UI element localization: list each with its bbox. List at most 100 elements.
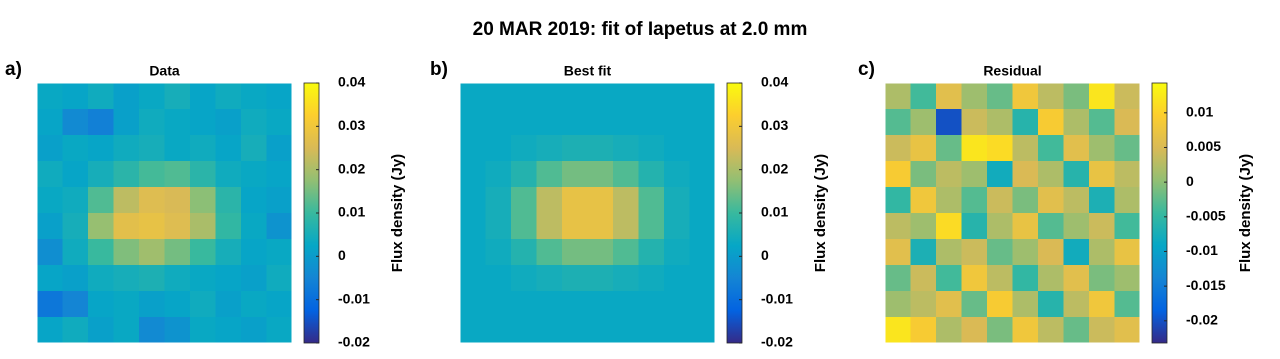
heatmap-cell — [1063, 239, 1090, 266]
heatmap-cell — [1114, 83, 1141, 110]
heatmap-cell — [62, 213, 89, 240]
heatmap-cell — [139, 83, 165, 110]
heatmap-cell — [1089, 161, 1115, 188]
heatmap-cell — [460, 317, 486, 344]
heatmap-cell — [1012, 239, 1039, 266]
heatmap-cell — [910, 135, 937, 162]
heatmap-cell — [485, 109, 512, 136]
heatmap-cell — [689, 187, 716, 214]
heatmap-cell — [638, 83, 665, 110]
heatmap-cell — [62, 317, 89, 344]
heatmap-cell — [164, 135, 191, 162]
heatmap-cell — [961, 291, 988, 318]
heatmap-cell — [139, 265, 165, 292]
heatmap-cell — [62, 187, 89, 214]
heatmap-cell — [37, 239, 63, 266]
heatmap-cell — [62, 83, 89, 110]
heatmap-cell — [1063, 109, 1090, 136]
heatmap-cell — [511, 83, 537, 110]
heatmap-cell — [536, 239, 563, 266]
heatmap-cell — [638, 265, 665, 292]
heatmap-cell — [1063, 187, 1090, 214]
heatmap-cell — [113, 213, 140, 240]
colorbar-tick-label: -0.01 — [338, 290, 370, 306]
heatmap-cell — [536, 187, 563, 214]
heatmap-cell — [961, 109, 988, 136]
heatmap-cell — [485, 213, 512, 240]
heatmap-cell — [910, 239, 937, 266]
heatmap-cell — [1063, 213, 1090, 240]
heatmap-cell — [562, 83, 588, 110]
heatmap-cell — [1114, 213, 1141, 240]
panel-title: Best fit — [564, 63, 612, 79]
heatmap-cell — [164, 291, 191, 318]
heatmap-cell — [638, 291, 665, 318]
heatmap-cell — [1038, 161, 1064, 188]
colorbar-tick-label: -0.02 — [1186, 312, 1218, 328]
heatmap-cell — [266, 213, 293, 240]
heatmap-cell — [511, 135, 537, 162]
heatmap-cell — [961, 187, 988, 214]
heatmap-cell — [562, 109, 588, 136]
heatmap-cell — [987, 213, 1013, 240]
heatmap-cell — [587, 161, 614, 188]
heatmap-cell — [460, 265, 486, 292]
heatmap-cell — [215, 265, 242, 292]
heatmap-cell — [936, 239, 962, 266]
heatmap-cell — [1063, 161, 1090, 188]
heatmap-cell — [536, 83, 563, 110]
heatmap-cell — [936, 135, 962, 162]
heatmap-cell — [190, 291, 216, 318]
heatmap-cell — [1038, 239, 1064, 266]
heatmap-cell — [113, 265, 140, 292]
heatmap-cell — [190, 213, 216, 240]
heatmap-cell — [485, 161, 512, 188]
heatmap-cell — [910, 83, 937, 110]
heatmap-cell — [266, 317, 293, 344]
heatmap-cell — [987, 83, 1013, 110]
heatmap-cell — [241, 239, 267, 266]
heatmap-cell — [511, 187, 537, 214]
heatmap-cell — [987, 161, 1013, 188]
heatmap-cell — [936, 291, 962, 318]
heatmap-cell — [936, 213, 962, 240]
heatmap-cell — [885, 83, 911, 110]
heatmap-cell — [987, 187, 1013, 214]
heatmap-cell — [37, 291, 63, 318]
heatmap-cell — [215, 239, 242, 266]
heatmap-cell — [1114, 265, 1141, 292]
heatmap-cell — [164, 265, 191, 292]
heatmap-cell — [638, 161, 665, 188]
heatmap-cell — [664, 135, 690, 162]
heatmap-cell — [562, 135, 588, 162]
heatmap-cell — [1089, 291, 1115, 318]
heatmap-cell — [1063, 135, 1090, 162]
heatmap-cell — [613, 161, 639, 188]
colorbar-tick-label: 0.03 — [338, 117, 365, 133]
heatmap-cell — [664, 109, 690, 136]
heatmap-cell — [910, 317, 937, 344]
heatmap-cell — [1063, 265, 1090, 292]
heatmap-cell — [266, 83, 293, 110]
heatmap-cell — [910, 187, 937, 214]
heatmap-cell — [885, 239, 911, 266]
heatmap-cell — [1089, 187, 1115, 214]
colorbar-tick-label: -0.005 — [1186, 208, 1226, 224]
colorbar — [1151, 82, 1168, 344]
heatmap-cell — [460, 239, 486, 266]
heatmap-cell — [613, 187, 639, 214]
heatmap-cell — [88, 83, 114, 110]
heatmap-cell — [1038, 83, 1064, 110]
heatmap-cell — [215, 83, 242, 110]
heatmap-cell — [241, 135, 267, 162]
heatmap-cell — [164, 83, 191, 110]
heatmap-cell — [689, 83, 716, 110]
heatmap-cell — [638, 135, 665, 162]
heatmap-cell — [664, 187, 690, 214]
heatmap-cell — [37, 265, 63, 292]
heatmap-cell — [562, 291, 588, 318]
heatmap-cell — [62, 161, 89, 188]
heatmap-cell — [241, 187, 267, 214]
heatmap-cell — [613, 135, 639, 162]
heatmap-cell — [536, 291, 563, 318]
